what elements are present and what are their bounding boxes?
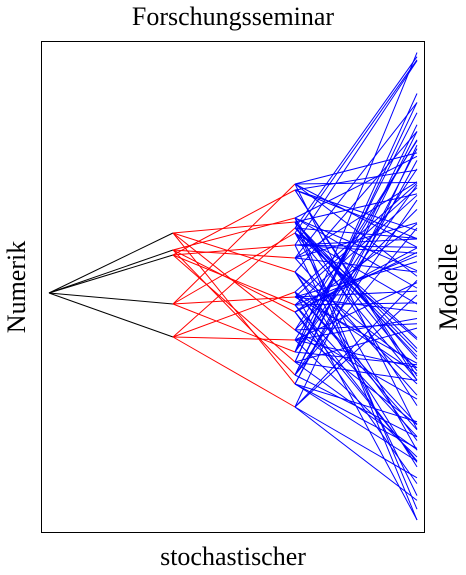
title-label: Forschungsseminar (131, 2, 335, 31)
level2-edge (172, 232, 296, 305)
level1-edge (48, 249, 174, 294)
level3-edge (294, 189, 418, 381)
level3-edge (294, 232, 418, 381)
level3-edge (294, 296, 418, 364)
level3-edge (294, 311, 418, 484)
level3-edge (294, 227, 418, 239)
level1-edge (48, 232, 174, 294)
level2-edge (172, 227, 296, 338)
level2-edge (172, 183, 296, 305)
level1-edge (48, 292, 174, 338)
level3-edge (294, 383, 418, 423)
level2-edge (172, 296, 296, 305)
level2-edge (172, 254, 296, 363)
level3-edge (294, 227, 418, 339)
level2-edge (172, 303, 296, 353)
level2-edge (172, 254, 296, 306)
level2-edge (172, 221, 296, 234)
level3-edge (294, 257, 418, 273)
level3-edge (294, 155, 418, 219)
level2-edge (172, 249, 296, 313)
level3-edge (294, 327, 418, 363)
level3-edge (294, 227, 418, 357)
level3-edge (294, 181, 418, 185)
level3-edge (294, 232, 418, 451)
level3-edge (294, 232, 418, 305)
level2-edge (172, 336, 296, 341)
level1-edge (48, 254, 174, 294)
level3-edge (294, 52, 418, 353)
level1-edge (48, 292, 174, 305)
level3-edge (294, 339, 418, 458)
level3-edge (294, 168, 418, 353)
level3-edge (294, 383, 418, 462)
level3-edge (294, 160, 418, 385)
level3-edge (294, 217, 418, 510)
level2-edge (172, 232, 296, 273)
level3-edge (294, 280, 418, 408)
level3-edge (294, 217, 418, 272)
level3-edge (294, 199, 418, 376)
level3-edge (294, 183, 418, 293)
level3-edge (294, 255, 418, 306)
level3-edge (294, 139, 418, 341)
level3-edge (294, 93, 418, 363)
level3-edge (294, 261, 418, 298)
level3-edge (294, 227, 418, 376)
level3-edge (294, 59, 418, 234)
level3-edge (294, 144, 418, 408)
level2-edge (172, 336, 296, 408)
level3-edge (294, 56, 418, 229)
level2-edge (172, 189, 296, 256)
level3-edge (294, 291, 418, 375)
level3-edge (294, 282, 418, 341)
level2-edge (172, 249, 296, 376)
level3-edge (294, 406, 418, 501)
level3-edge (294, 189, 418, 240)
level3-edge (294, 339, 418, 369)
level3-edge (294, 318, 418, 341)
plot-frame (41, 41, 425, 533)
level3-edge (294, 60, 418, 246)
level3-edge (294, 112, 418, 353)
level3-edge (294, 291, 418, 425)
level2-edge (172, 249, 296, 259)
level3-edge (294, 271, 418, 441)
level3-edge (294, 296, 418, 313)
bottom-label: stochastischer (160, 542, 306, 571)
level3-edge (294, 189, 418, 231)
level3-edge (294, 291, 418, 431)
level3-edge (294, 294, 418, 408)
level3-edge (294, 304, 418, 463)
level3-edge (294, 152, 418, 185)
level3-edge (294, 257, 418, 396)
level3-edge (294, 244, 418, 496)
level2-edge (172, 291, 296, 338)
level3-edge (294, 187, 418, 298)
tree-edges (48, 52, 418, 521)
level3-edge (294, 406, 418, 479)
